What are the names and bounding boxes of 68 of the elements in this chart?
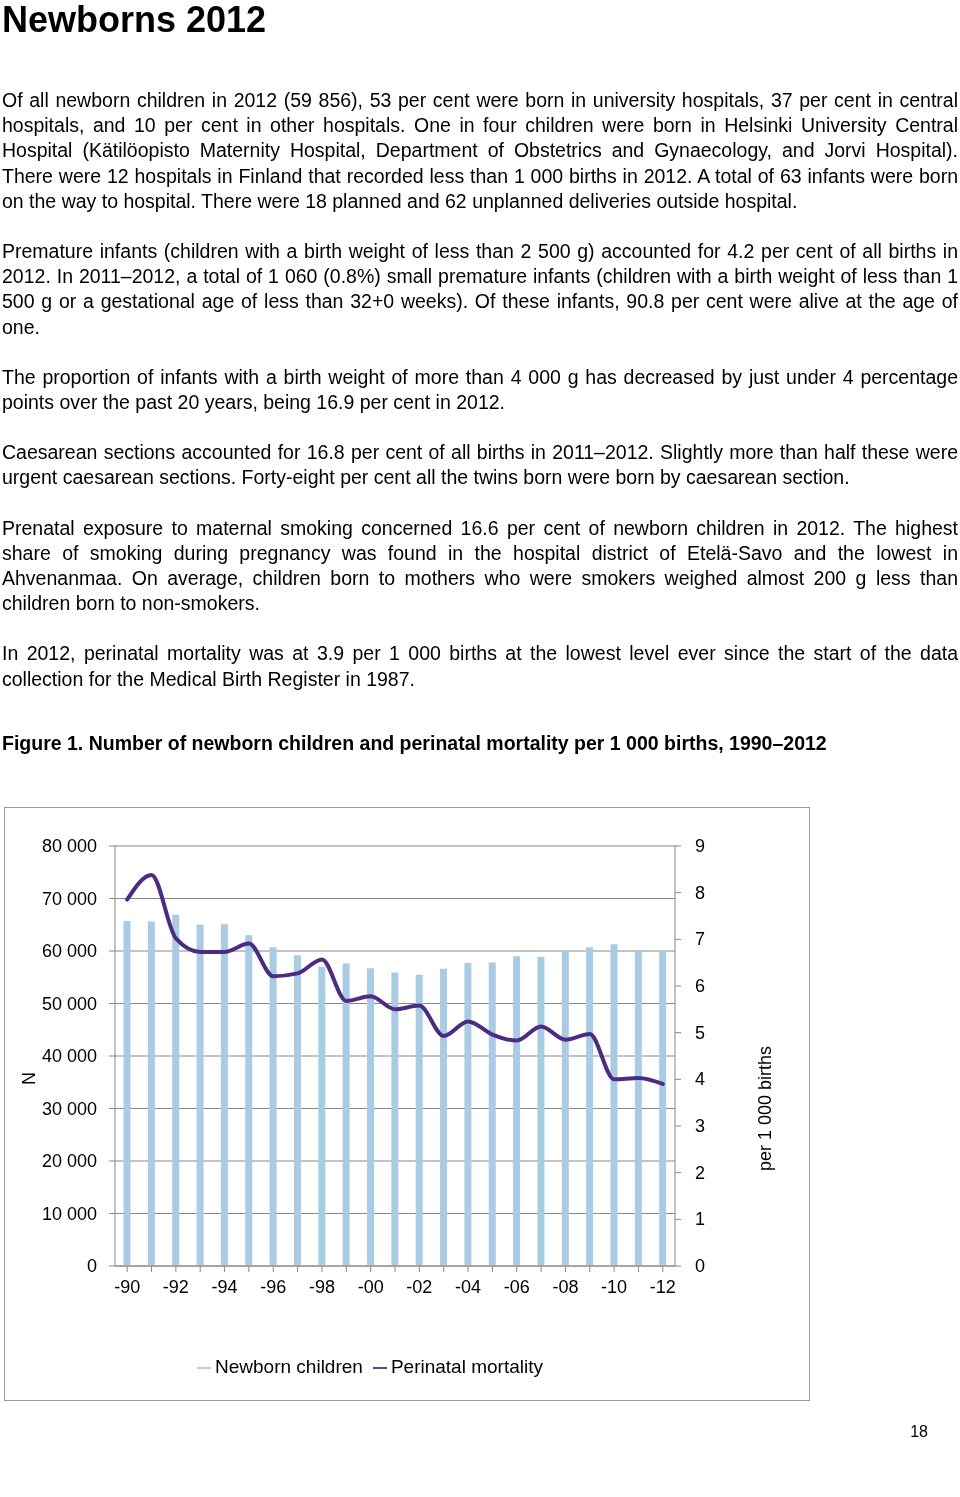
bar bbox=[245, 935, 253, 1266]
bar bbox=[147, 921, 155, 1266]
y-tick-label: 10 000 bbox=[41, 1203, 97, 1224]
y-tick-label: 70 000 bbox=[41, 888, 97, 909]
y-tick-label: 40 000 bbox=[41, 1046, 97, 1067]
bar bbox=[610, 944, 618, 1266]
bar bbox=[415, 974, 423, 1266]
x-tick-label: -06 bbox=[503, 1276, 530, 1297]
bar bbox=[634, 949, 642, 1266]
legend-label: Perinatal mortality bbox=[390, 1355, 543, 1377]
bar bbox=[196, 924, 204, 1266]
text: The proportion of infants with a birth weight of more than 4 000 g has decreased by just under 4 percentage points over the past 20 years, being 16.9 per cent in 2012. bbox=[2, 364, 958, 416]
text: 18 bbox=[909, 1422, 928, 1441]
y2-tick-label: 9 bbox=[695, 835, 706, 856]
y2-tick-label: 5 bbox=[695, 1022, 706, 1043]
bar bbox=[488, 962, 496, 1266]
text: Prenatal exposure to maternal smoking concerned 16.6 per cent of newborn children in 2012. The highest share of smoking during pregnancy was found in the hospital district of Etelä-Savo and the lowest in Ahvenanmaa. On average, children born to mothers who were smokers weighed almost 200 g less than children born to non-smokers. bbox=[2, 515, 958, 617]
y2-tick-label: 0 bbox=[695, 1255, 706, 1276]
chart-title: Newborns 2012 bbox=[2, 0, 268, 40]
chart-subtitle: Figure 1. Number of newborn children and perinatal mortality per 1 000 births, 1990–2012 bbox=[2, 731, 828, 755]
bar bbox=[440, 968, 448, 1266]
x-tick-label: -96 bbox=[260, 1276, 287, 1297]
bar bbox=[513, 956, 521, 1266]
text: Caesarean sections accounted for 16.8 per cent of all births in 2011–2012. Slightly more than half these were urgent caesarean sections. Forty-eight per cent all the twins born were born by caesarean section. bbox=[2, 440, 958, 491]
x-tick-label: -08 bbox=[552, 1276, 579, 1297]
x-tick-label: -10 bbox=[601, 1276, 628, 1297]
line-series bbox=[125, 872, 665, 1086]
y-tick-label: 30 000 bbox=[41, 1098, 97, 1119]
y2-tick-label: 8 bbox=[695, 882, 706, 903]
bar bbox=[318, 966, 326, 1266]
bar bbox=[123, 920, 131, 1266]
x-tick-label: -90 bbox=[114, 1276, 141, 1297]
x-tick-label: -12 bbox=[649, 1276, 676, 1297]
bar bbox=[586, 947, 594, 1266]
y2-tick-label: 1 bbox=[695, 1209, 706, 1230]
text: Of all newborn children in 2012 (59 856), 53 per cent were born in university hospitals, 37 per cent in central hospitals, and 10 per cent in other hospitals. One in four children were born in Helsinki University Central Hospital (Kätilöopisto Maternity Hospital, Department of Obstetrics and Gynaecology, and Jorvi Hospital). There were 12 hospitals in Finland that recorded less than 1 000 births in 2012. A total of 63 infants were born on the way to hospital. There were 18 planned and 62 unplanned deliveries outside hospital. bbox=[2, 88, 958, 214]
y-axis-title: N bbox=[19, 1071, 40, 1085]
x-tick-label: -04 bbox=[455, 1276, 482, 1297]
y2-tick-label: 3 bbox=[695, 1115, 706, 1136]
x-tick-label: -00 bbox=[357, 1276, 384, 1297]
text: In 2012, perinatal mortality was at 3.9 per 1 000 births at the lowest level ever since the start of the data collection for the Medical Birth Register in 1987. bbox=[2, 641, 958, 692]
y-tick-label: 60 000 bbox=[41, 941, 97, 962]
bar bbox=[537, 956, 545, 1266]
y2-tick-label: 4 bbox=[695, 1069, 706, 1090]
bar bbox=[269, 947, 277, 1266]
text: Premature infants (children with a birth weight of less than 2 500 g) accounted for 4.2 per cent of all births in 2012. In 2011–2012, a total of 1 060 (0.8%) small premature infants (children with a birth weight of less than 1 500 g or a gestational age of less than 32+0 weeks). Of these infants, 90.8 per cent were alive at the age of one. bbox=[2, 239, 958, 340]
y2-axis-title: per 1 000 births bbox=[754, 1044, 776, 1173]
y-tick-label: 20 000 bbox=[41, 1151, 97, 1172]
x-tick-label: -94 bbox=[211, 1276, 238, 1297]
bar bbox=[220, 924, 228, 1266]
y2-tick-label: 6 bbox=[695, 975, 706, 996]
y2-tick-label: 7 bbox=[695, 929, 706, 950]
bar bbox=[561, 951, 569, 1266]
bar bbox=[342, 963, 350, 1266]
bar bbox=[391, 972, 399, 1266]
y-tick-label: 0 bbox=[86, 1256, 97, 1277]
bar bbox=[367, 968, 374, 1266]
x-tick-label: -92 bbox=[162, 1276, 189, 1297]
y-tick-label: 50 000 bbox=[41, 993, 97, 1014]
y2-tick-label: 2 bbox=[695, 1162, 706, 1183]
bar bbox=[659, 951, 667, 1266]
bar bbox=[464, 962, 472, 1266]
bar bbox=[172, 914, 180, 1266]
legend-label: Newborn children bbox=[215, 1355, 363, 1377]
x-tick-label: -98 bbox=[308, 1276, 335, 1297]
y-tick-label: 80 000 bbox=[41, 836, 97, 857]
bar bbox=[293, 955, 301, 1266]
x-tick-label: -02 bbox=[406, 1276, 433, 1297]
